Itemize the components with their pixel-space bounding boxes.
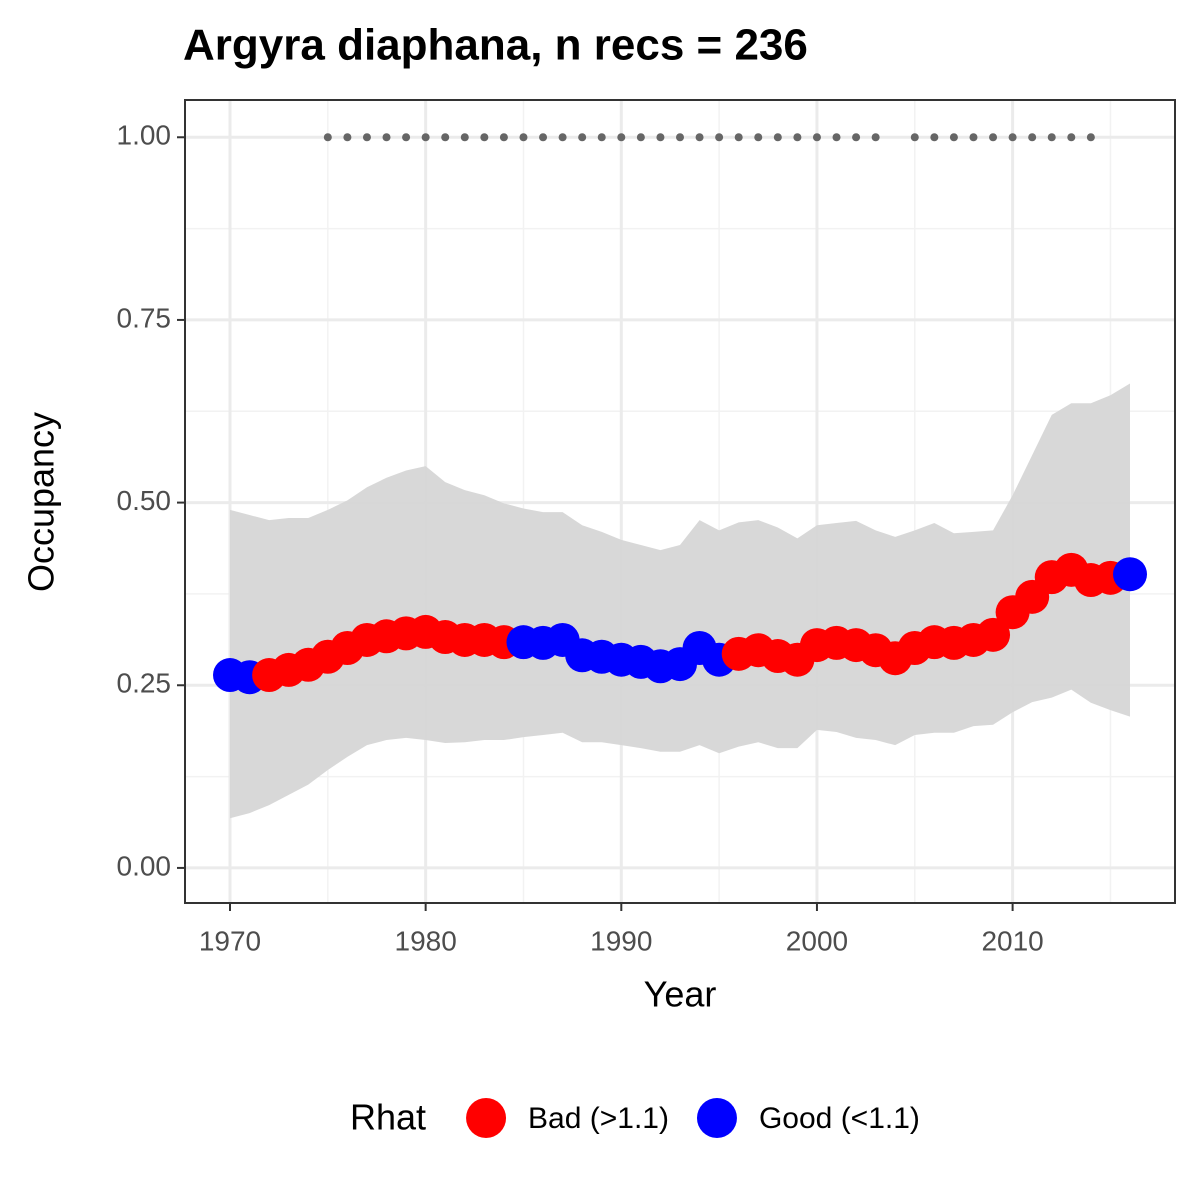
record-dot bbox=[323, 133, 332, 142]
x-tick-label: 1980 bbox=[395, 925, 457, 956]
x-tick-label: 1990 bbox=[590, 925, 652, 956]
record-dot bbox=[441, 133, 450, 142]
record-dot bbox=[871, 133, 880, 142]
confidence-band bbox=[230, 383, 1130, 819]
point bbox=[976, 617, 1011, 652]
record-dot bbox=[852, 133, 861, 142]
record-dot bbox=[793, 133, 802, 142]
record-dot bbox=[617, 133, 626, 142]
record-dot bbox=[362, 133, 371, 142]
record-dot bbox=[539, 133, 548, 142]
y-tick-label: 0.25 bbox=[117, 668, 172, 699]
record-dot bbox=[382, 133, 391, 142]
record-dot bbox=[989, 133, 998, 142]
record-dot bbox=[1028, 133, 1037, 142]
record-dot bbox=[910, 133, 919, 142]
record-dot bbox=[1047, 133, 1056, 142]
record-dot bbox=[969, 133, 978, 142]
record-dot bbox=[460, 133, 469, 142]
x-tick-label: 2000 bbox=[786, 925, 848, 956]
x-tick-label: 1970 bbox=[199, 925, 261, 956]
record-dot bbox=[1086, 133, 1095, 142]
record-dot bbox=[636, 133, 645, 142]
record-dot bbox=[930, 133, 939, 142]
y-axis-label: Occupancy bbox=[21, 412, 62, 592]
record-dot bbox=[1008, 133, 1017, 142]
legend-title: Rhat bbox=[350, 1097, 426, 1138]
record-dot bbox=[343, 133, 352, 142]
point bbox=[1113, 557, 1147, 592]
y-tick-label: 0.75 bbox=[117, 302, 172, 333]
record-dot bbox=[734, 133, 743, 142]
panel-border bbox=[184, 99, 1176, 904]
x-tick-label: 2010 bbox=[981, 925, 1043, 956]
record-dot bbox=[773, 133, 782, 142]
chart-title: Argyra diaphana, n recs = 236 bbox=[183, 21, 808, 70]
record-dot bbox=[499, 133, 508, 142]
record-dot bbox=[715, 133, 724, 142]
record-dot bbox=[754, 133, 763, 142]
record-dot bbox=[812, 133, 821, 142]
record-dot bbox=[656, 133, 665, 142]
y-tick-label: 1.00 bbox=[117, 120, 172, 151]
record-dot bbox=[421, 133, 430, 142]
legend-swatch bbox=[696, 1098, 737, 1138]
record-dot bbox=[695, 133, 704, 142]
record-dot bbox=[402, 133, 411, 142]
legend-label: Bad (>1.1) bbox=[528, 1102, 669, 1135]
x-axis-label: Year bbox=[644, 974, 717, 1015]
record-dot bbox=[676, 133, 684, 142]
record-dot bbox=[578, 133, 587, 142]
record-dot bbox=[949, 133, 958, 142]
record-dot bbox=[1067, 133, 1076, 142]
record-dot bbox=[519, 133, 528, 142]
y-tick-label: 0.00 bbox=[117, 850, 172, 881]
y-tick-label: 0.50 bbox=[117, 485, 172, 516]
record-dot bbox=[558, 133, 567, 142]
record-dot bbox=[597, 133, 606, 142]
record-dot bbox=[480, 133, 489, 142]
record-dot bbox=[832, 133, 841, 142]
legend-swatch bbox=[466, 1098, 507, 1138]
legend-label: Good (<1.1) bbox=[759, 1102, 920, 1135]
